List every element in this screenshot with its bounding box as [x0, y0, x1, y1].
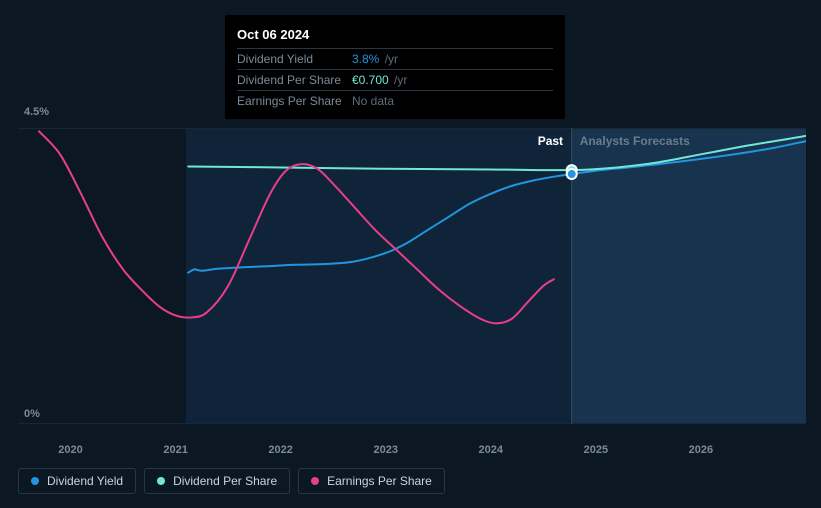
tooltip-row: Earnings Per ShareNo data	[237, 91, 553, 111]
x-axis-tick-label: 2025	[584, 444, 608, 456]
x-axis-tick-label: 2023	[373, 444, 397, 456]
legend-dot-icon	[157, 477, 165, 485]
x-axis-tick-label: 2022	[268, 444, 292, 456]
tooltip-metric-value: No data	[352, 94, 394, 108]
tooltip-metric-label: Dividend Yield	[237, 52, 352, 66]
legend-item[interactable]: Dividend Yield	[18, 468, 136, 494]
legend-dot-icon	[311, 477, 319, 485]
forecast-region-label: Analysts Forecasts	[580, 134, 690, 148]
legend-label: Dividend Yield	[47, 474, 123, 488]
x-axis-tick-label: 2020	[58, 444, 82, 456]
chart-plot-area[interactable]	[18, 128, 806, 424]
y-axis-min-label: 0%	[24, 408, 40, 420]
chart-legend: Dividend Yield Dividend Per Share Earnings…	[18, 468, 445, 494]
tooltip-metric-label: Dividend Per Share	[237, 73, 352, 87]
x-axis-tick-label: 2021	[163, 444, 187, 456]
chart-tooltip: Oct 06 2024 Dividend Yield3.8% /yrDivide…	[225, 15, 565, 119]
legend-label: Earnings Per Share	[327, 474, 432, 488]
y-axis-max-label: 4.5%	[24, 106, 49, 118]
tooltip-row: Dividend Per Share€0.700 /yr	[237, 70, 553, 91]
tooltip-date: Oct 06 2024	[237, 23, 553, 49]
legend-label: Dividend Per Share	[173, 474, 277, 488]
tooltip-metric-label: Earnings Per Share	[237, 94, 352, 108]
legend-item[interactable]: Earnings Per Share	[298, 468, 445, 494]
dividend-chart[interactable]: 4.5% 0% Past Analysts Forecasts 2020 2021…	[18, 104, 806, 464]
legend-item[interactable]: Dividend Per Share	[144, 468, 290, 494]
x-axis-tick-label: 2024	[479, 444, 503, 456]
tooltip-metric-value: €0.700 /yr	[352, 73, 407, 87]
tooltip-row: Dividend Yield3.8% /yr	[237, 49, 553, 70]
x-axis-tick-label: 2026	[689, 444, 713, 456]
tooltip-metric-value: 3.8% /yr	[352, 52, 398, 66]
x-axis-labels: 2020 2021 2022 2023 2024 2025 2026	[18, 444, 806, 464]
past-region-label: Past	[538, 134, 563, 148]
legend-dot-icon	[31, 477, 39, 485]
